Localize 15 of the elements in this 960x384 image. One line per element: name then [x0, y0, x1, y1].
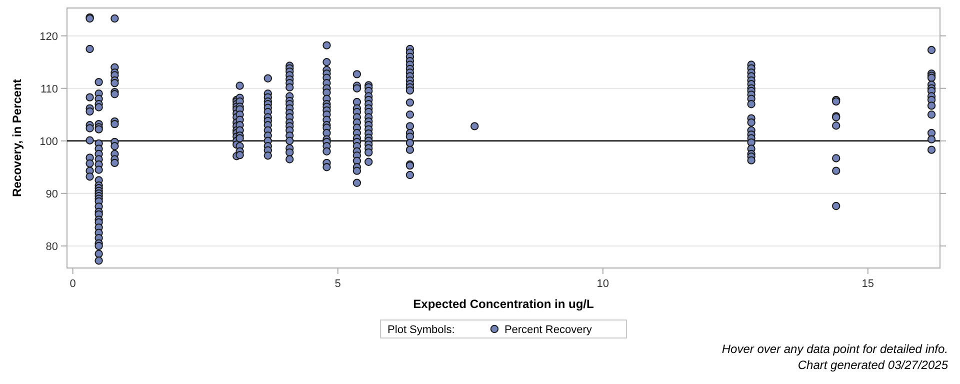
text: Hover over any data point for detailed info. — [722, 342, 948, 356]
legend-title: Plot Symbols: — [388, 324, 455, 336]
y-tick-label: 100 — [40, 136, 58, 148]
y-tick-label: 90 — [46, 188, 58, 200]
x-axis-title: Expected Concentration in ug/L — [413, 297, 594, 311]
x-tick-label: 15 — [862, 278, 874, 290]
x-tick-label: 5 — [334, 278, 341, 290]
y-tick-label: 110 — [40, 83, 58, 96]
x-tick-label: 0 — [70, 278, 76, 290]
legend-label: Percent Recovery — [504, 324, 592, 336]
text: Chart generated 03/27/2025 — [798, 358, 948, 372]
y-axis-title: Recovery, in Percent — [10, 79, 24, 197]
y-tick-label: 120 — [40, 30, 58, 43]
y-tick-label: 80 — [46, 240, 58, 253]
x-tick-label: 10 — [596, 278, 610, 290]
